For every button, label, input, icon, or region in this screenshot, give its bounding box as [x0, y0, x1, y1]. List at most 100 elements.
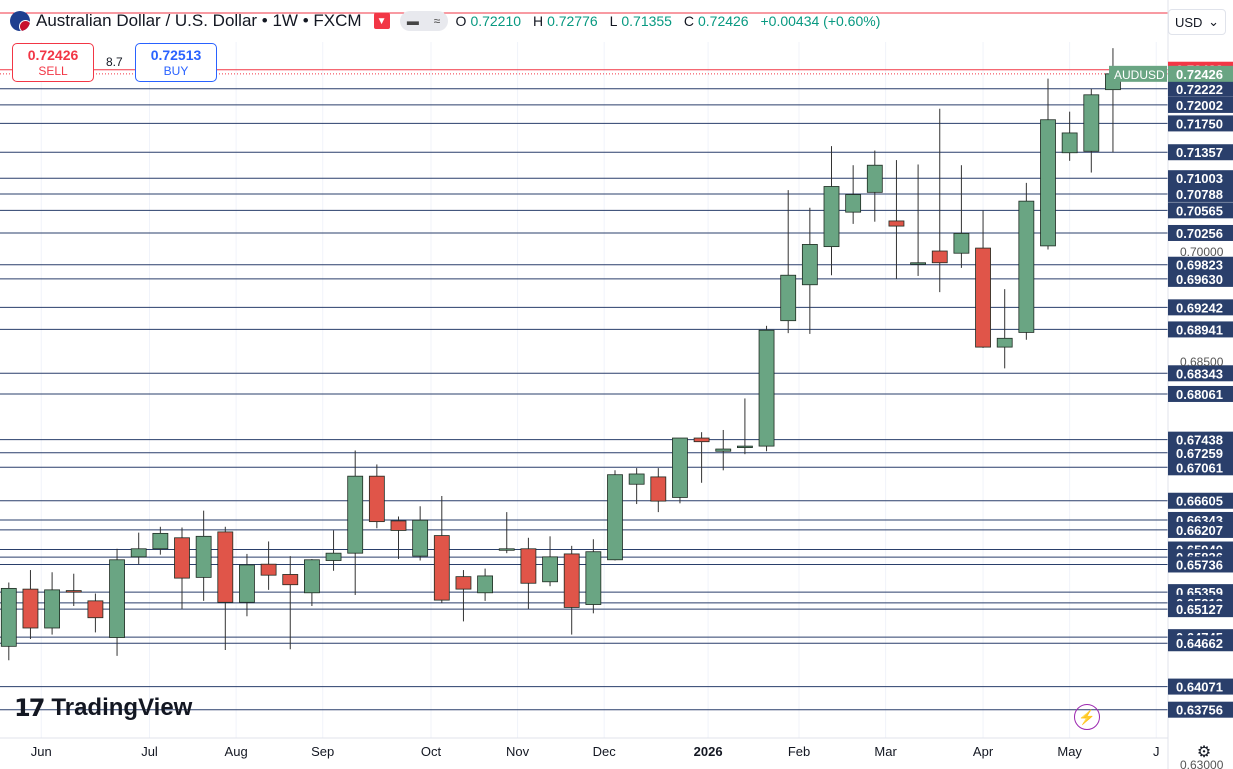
axis-tick-label: 0.68500 — [1180, 355, 1224, 369]
price-level-label: 0.69630 — [1176, 272, 1223, 287]
candle-body — [931, 250, 948, 264]
price-level-label: 0.67061 — [1176, 460, 1223, 475]
candle-body — [563, 553, 580, 608]
candle — [412, 506, 429, 561]
price-axis: 0.724820.722220.720020.717500.713570.710… — [1109, 0, 1233, 769]
horizontal-levels — [0, 12, 1168, 711]
price-level-tag — [1168, 431, 1233, 448]
candle-body — [22, 588, 39, 629]
time-tick-label: Jul — [141, 744, 158, 759]
candle-body — [1061, 132, 1078, 154]
candle-body — [217, 531, 234, 603]
price-level-tag — [1168, 170, 1233, 187]
price-level-tag — [1168, 202, 1233, 219]
candle-body — [0, 587, 17, 647]
price-level-label: 0.70565 — [1176, 203, 1223, 218]
candle-body — [1018, 200, 1035, 333]
candle — [217, 526, 234, 650]
candle — [174, 527, 190, 609]
time-axis: Jun Jul Aug Sep Oct Nov Dec 2026 Feb Mar Apr May J — [0, 737, 1168, 759]
time-tick-label: Nov — [506, 744, 530, 759]
candle — [910, 164, 926, 276]
time-tick-label: Sep — [311, 744, 334, 759]
candle-body — [455, 576, 472, 590]
time-tick-label: Feb — [788, 744, 810, 759]
symbol-tag-label: AUDUSD — [1114, 68, 1165, 82]
symbol-tag — [1109, 65, 1167, 82]
buy-price: 0.72513 — [150, 47, 202, 63]
candle — [303, 559, 320, 606]
candle — [87, 593, 104, 633]
candle-body — [845, 194, 862, 213]
candle — [975, 210, 991, 348]
candle-body — [303, 559, 320, 594]
candle-body — [174, 537, 190, 579]
candle-body — [628, 473, 645, 485]
time-tick-label: Jun — [31, 744, 52, 759]
currency-value: USD — [1175, 14, 1203, 30]
candle — [801, 207, 818, 334]
price-level-label: 0.66605 — [1176, 494, 1223, 509]
candle — [996, 289, 1013, 369]
candle-body — [130, 548, 147, 558]
price-level-label: 0.71357 — [1176, 145, 1223, 160]
candle — [563, 545, 580, 635]
currency-selector[interactable]: USD ⌄ — [1168, 9, 1226, 35]
market-closed-icon[interactable]: ▼ — [373, 13, 390, 29]
axis-tick-label: 0.70000 — [1180, 245, 1224, 259]
tradingview-logo[interactable]: 17 TradingView — [14, 694, 192, 722]
buy-button[interactable]: 0.72513 BUY — [135, 43, 217, 82]
price-level-tag — [1168, 444, 1233, 461]
price-level-tag — [1168, 115, 1233, 132]
candle-body — [607, 474, 623, 561]
gridlines — [40, 42, 1157, 738]
price-level-tag — [1168, 556, 1233, 573]
candle — [1105, 48, 1121, 153]
price-level-label: 0.67259 — [1176, 446, 1223, 461]
candle-body — [996, 337, 1013, 348]
minus-icon: ▬ — [406, 14, 419, 28]
sell-button[interactable]: 0.72426 SELL — [12, 43, 94, 82]
candle-body — [260, 563, 277, 576]
candle-body — [780, 274, 797, 322]
candle — [498, 512, 515, 554]
candle-body — [1040, 119, 1056, 247]
price-level-label: 0.65736 — [1176, 557, 1223, 572]
price-level-tag — [1168, 635, 1233, 652]
logo-text: TradingView — [51, 694, 193, 721]
price-level-label: 0.68941 — [1176, 322, 1223, 337]
candle-body — [239, 564, 255, 603]
candle-body — [477, 575, 494, 594]
candle-body — [715, 448, 732, 452]
candle — [520, 537, 537, 609]
price-level-label: 0.70788 — [1176, 187, 1223, 202]
candle — [715, 429, 732, 471]
candle — [650, 468, 667, 513]
candle-body — [585, 551, 602, 605]
price-level-tag — [1168, 299, 1233, 316]
indicator-toggle[interactable]: ▬ ≈ — [399, 11, 448, 31]
axis-tick-label: 0.63000 — [1180, 758, 1224, 769]
ohlc-low: L 0.71355 — [609, 13, 672, 29]
candle-body — [325, 552, 342, 561]
candle — [953, 165, 970, 268]
candle-body — [498, 548, 515, 551]
ohlc-high: H 0.72776 — [532, 13, 598, 29]
time-tick-label: Apr — [973, 744, 994, 759]
candle — [22, 570, 39, 639]
symbol-title[interactable]: Australian Dollar / U.S. Dollar • 1W • F… — [36, 11, 362, 30]
candle — [585, 539, 602, 614]
last-price-label: 0.72426 — [1176, 67, 1223, 82]
ohlc-change: +0.00434 (+0.60%) — [760, 13, 881, 29]
price-level-tag — [1168, 701, 1233, 718]
candle-body — [693, 437, 710, 443]
gear-icon[interactable]: ⚙ — [1196, 744, 1212, 761]
price-level-tag — [1168, 385, 1233, 402]
candle — [672, 437, 688, 504]
lightning-icon[interactable]: ⚡ — [1074, 704, 1100, 730]
candle — [44, 572, 60, 635]
candle — [758, 325, 775, 452]
wave-icon: ≈ — [433, 14, 441, 28]
candle-body — [672, 437, 688, 498]
